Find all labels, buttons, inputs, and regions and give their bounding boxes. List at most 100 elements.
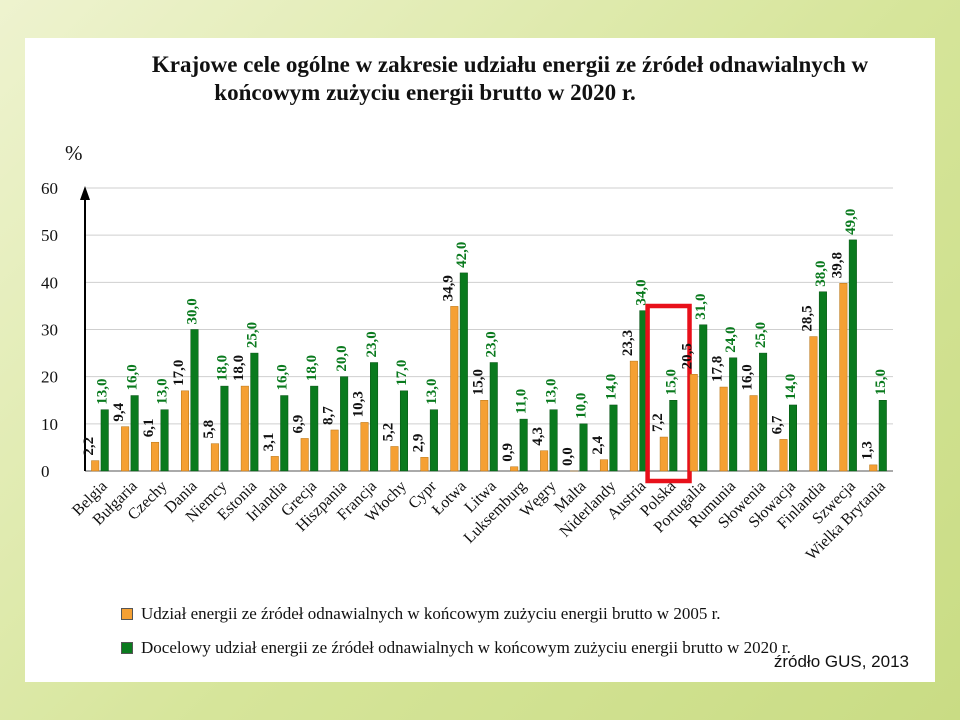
data-label-2005: 6,9	[291, 415, 307, 434]
data-label-2020: 16,0	[125, 364, 141, 390]
bar-2020	[160, 409, 169, 472]
data-label-2020: 25,0	[244, 322, 260, 348]
data-label-2005: 16,0	[740, 364, 756, 390]
data-label-2005: 0,9	[500, 443, 516, 462]
bar-2005	[450, 306, 459, 472]
legend-item-2005: Udział energii ze źródeł odnawialnych w …	[121, 604, 721, 624]
y-tick-label: 10	[41, 415, 58, 434]
bar-2020	[579, 423, 588, 472]
data-label-2005: 6,7	[770, 415, 786, 434]
bar-2020	[280, 395, 289, 472]
data-label-2020: 13,0	[424, 378, 440, 404]
data-label-2005: 20,5	[680, 343, 696, 369]
bar-2005	[420, 457, 429, 472]
data-label-2005: 2,2	[81, 437, 97, 456]
data-label-2020: 20,0	[334, 345, 350, 371]
bar-2005	[330, 429, 339, 472]
bar-2020	[729, 357, 738, 472]
y-tick-label: 30	[41, 321, 58, 340]
data-label-2005: 5,2	[380, 423, 396, 442]
slide: Krajowe cele ogólne w zakresie udziału e…	[25, 38, 935, 682]
bar-2005	[839, 283, 848, 472]
data-label-2005: 15,0	[470, 369, 486, 395]
bar-2020	[549, 409, 558, 472]
data-label-2020: 31,0	[693, 294, 709, 320]
data-label-2005: 17,0	[171, 360, 187, 386]
bar-2005	[240, 385, 249, 472]
chart-title-line-1: Krajowe cele ogólne w zakresie udziału e…	[151, 52, 869, 77]
bar-2020	[130, 395, 139, 472]
y-tick-label: 60	[41, 179, 58, 198]
bar-chart: 0102030405060%2,213,0Belgia9,416,0Bułgar…	[41, 141, 893, 564]
data-label-2020: 15,0	[873, 369, 889, 395]
data-label-2020: 18,0	[214, 355, 230, 381]
legend-swatch-orange	[121, 608, 133, 620]
data-label-2020: 13,0	[95, 378, 111, 404]
data-label-2020: 17,0	[394, 360, 410, 386]
bar-2020	[370, 362, 379, 472]
data-label-2005: 6,1	[141, 418, 157, 437]
data-label-2005: 2,9	[410, 434, 426, 453]
data-label-2005: 9,4	[111, 402, 127, 421]
y-axis-arrowhead	[80, 186, 90, 200]
bar-2005	[749, 395, 758, 472]
bar-2020	[250, 352, 259, 472]
data-label-2005: 10,3	[351, 391, 367, 417]
bar-2020	[220, 385, 229, 472]
bar-2005	[719, 386, 728, 472]
data-label-2005: 17,8	[710, 356, 726, 382]
data-label-2020: 23,0	[364, 331, 380, 357]
data-label-2020: 13,0	[544, 378, 560, 404]
legend-label-2020: Docelowy udział energii ze źródeł odnawi…	[141, 638, 791, 657]
y-tick-label: 40	[41, 273, 58, 292]
bar-2005	[151, 441, 160, 472]
bar-2005	[629, 360, 638, 472]
data-label-2005: 0,0	[560, 447, 576, 466]
bar-2005	[390, 446, 399, 472]
data-label-2005: 39,8	[829, 252, 845, 278]
bar-2020	[190, 329, 199, 472]
data-label-2020: 18,0	[304, 355, 320, 381]
y-tick-label: 0	[41, 462, 50, 481]
data-label-2005: 7,2	[650, 413, 666, 432]
bar-2005	[869, 464, 878, 472]
data-label-2020: 15,0	[663, 369, 679, 395]
bar-2005	[540, 450, 549, 472]
bar-2005	[270, 456, 279, 472]
bar-2020	[519, 418, 528, 472]
bar-2005	[689, 374, 698, 472]
bar-2020	[789, 404, 798, 472]
bar-2020	[609, 404, 618, 472]
data-label-2005: 3,1	[261, 433, 277, 452]
bar-2005	[510, 466, 519, 472]
data-label-2005: 8,7	[321, 406, 337, 425]
data-label-2005: 18,0	[231, 355, 247, 381]
bar-2005	[91, 460, 100, 472]
y-tick-label: 20	[41, 368, 58, 387]
data-label-2020: 11,0	[514, 389, 530, 414]
legend-label-2005: Udział energii ze źródeł odnawialnych w …	[141, 604, 721, 623]
y-tick-label: 50	[41, 226, 58, 245]
bar-2020	[429, 409, 438, 472]
data-label-2020: 14,0	[603, 374, 619, 400]
bar-2005	[480, 400, 489, 472]
data-label-2020: 38,0	[813, 261, 829, 287]
data-label-2020: 30,0	[184, 298, 200, 324]
data-label-2020: 10,0	[574, 393, 590, 419]
bar-2020	[489, 362, 498, 472]
bar-2020	[399, 390, 408, 472]
bar-2005	[809, 336, 818, 472]
bar-2020	[310, 385, 319, 472]
bar-2020	[759, 352, 768, 472]
legend-item-2020: Docelowy udział energii ze źródeł odnawi…	[121, 638, 791, 658]
x-category-label: Łotwa	[429, 478, 470, 519]
data-label-2020: 49,0	[843, 209, 859, 235]
bar-2020	[878, 400, 887, 472]
data-label-2005: 34,9	[440, 275, 456, 301]
bar-2020	[848, 239, 857, 472]
data-label-2020: 25,0	[753, 322, 769, 348]
bar-2005	[300, 438, 309, 472]
bar-2020	[100, 409, 109, 472]
chart-title-line-2: końcowym zużyciu energii brutto w 2020 r…	[214, 80, 636, 105]
bar-2020	[340, 376, 349, 472]
